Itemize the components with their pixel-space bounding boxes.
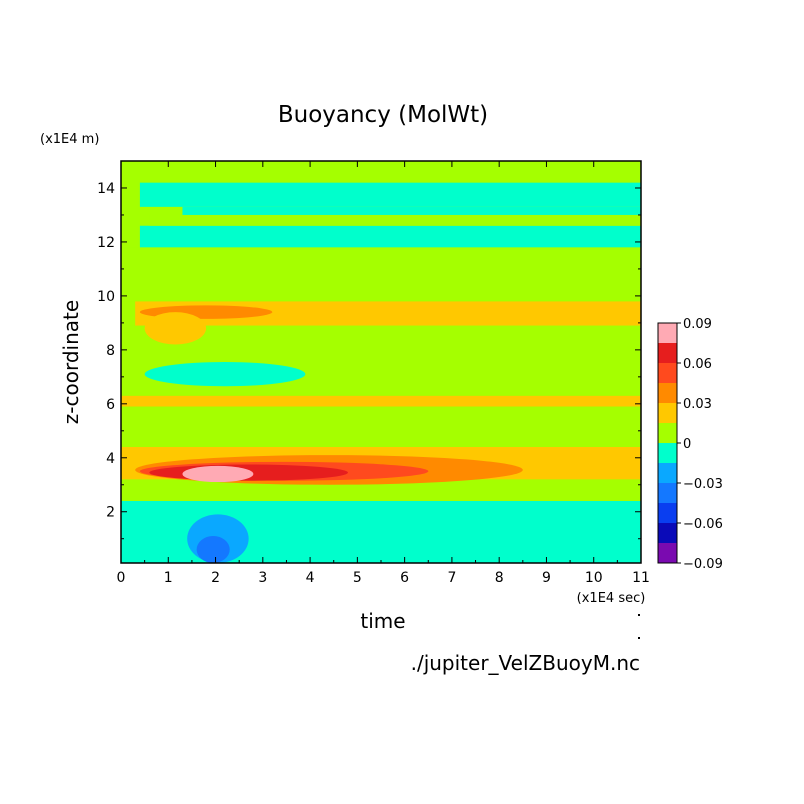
x-tick-label: 6 <box>400 570 409 586</box>
y-tick-label: 10 <box>97 289 115 305</box>
contour-band <box>121 395 641 407</box>
y-axis-label: z-coordinate <box>59 300 83 424</box>
contour-band <box>121 479 641 501</box>
contour-band <box>121 406 641 447</box>
colorbar-cell <box>658 423 677 443</box>
colorbar-cell <box>658 403 677 423</box>
colorbar-tick-label: 0.03 <box>683 397 712 412</box>
colorbar-cell <box>658 523 677 543</box>
contour-band <box>121 161 641 183</box>
colorbar-tick-label: −0.09 <box>683 557 723 572</box>
colorbar-tick-label: 0.09 <box>683 317 712 332</box>
contour-feature <box>144 362 306 387</box>
x-units-label: (x1E4 sec) <box>577 591 646 606</box>
colorbar-cell <box>658 343 677 363</box>
colorbar-cell <box>658 463 677 483</box>
colorbar-tick-label: 0 <box>683 437 691 452</box>
x-tick-label: 0 <box>117 570 126 586</box>
colorbar-tick-label: −0.06 <box>683 517 723 532</box>
contour-feature <box>144 312 207 345</box>
x-tick-label: 4 <box>306 570 315 586</box>
x-tick-label: 11 <box>632 570 650 586</box>
y-axis-ticks: 2 4 6 8 10 12 14 <box>97 181 641 540</box>
x-tick-label: 8 <box>495 570 504 586</box>
colorbar-cell <box>658 383 677 403</box>
colorbar: 0.09 0.06 0.03 0 −0.03 −0.06 −0.09 <box>657 317 723 572</box>
y-tick-label: 6 <box>106 397 115 413</box>
contour-field <box>121 161 642 564</box>
y-tick-label: 2 <box>106 505 115 521</box>
contour-band <box>139 225 641 248</box>
contour-band <box>121 247 641 302</box>
colorbar-ticks: 0.09 0.06 0.03 0 −0.03 −0.06 −0.09 <box>677 317 723 572</box>
tick-mark <box>638 614 640 616</box>
contour-feature <box>191 469 235 482</box>
colorbar-cells <box>658 323 677 563</box>
colorbar-cell <box>658 483 677 503</box>
colorbar-cell <box>658 323 677 343</box>
y-tick-label: 14 <box>97 181 115 197</box>
x-tick-label: 9 <box>542 570 551 586</box>
x-tick-label: 3 <box>258 570 267 586</box>
contour-band <box>139 182 641 207</box>
colorbar-cell <box>658 363 677 383</box>
contour-feature <box>196 536 230 563</box>
x-tick-label: 10 <box>585 570 603 586</box>
colorbar-cell <box>658 543 677 563</box>
x-tick-label: 1 <box>164 570 173 586</box>
y-tick-label: 8 <box>106 343 115 359</box>
y-units-label: (x1E4 m) <box>40 132 99 147</box>
x-axis-label: time <box>360 609 405 633</box>
x-axis-ticks: 0 1 2 3 4 5 6 7 8 9 10 11 <box>117 161 650 586</box>
contour-band <box>182 206 642 215</box>
colorbar-cell <box>658 443 677 463</box>
source-file-label: ./jupiter_VelZBuoyM.nc <box>411 651 640 675</box>
x-tick-label: 5 <box>353 570 362 586</box>
colorbar-tick-label: −0.03 <box>683 477 723 492</box>
y-tick-label: 12 <box>97 235 115 251</box>
colorbar-cell <box>658 503 677 523</box>
y-tick-label: 4 <box>106 451 115 467</box>
x-tick-label: 7 <box>447 570 456 586</box>
colorbar-tick-label: 0.06 <box>683 357 712 372</box>
x-tick-label: 2 <box>211 570 220 586</box>
contour-band <box>149 214 641 226</box>
chart-title: Buoyancy (MolWt) <box>278 102 488 128</box>
tick-mark <box>638 637 640 639</box>
